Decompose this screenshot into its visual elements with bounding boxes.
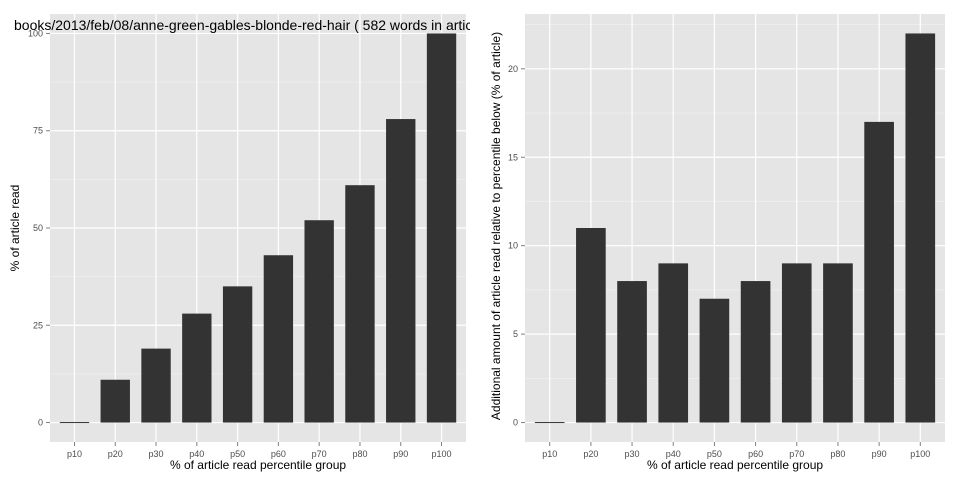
x-axis-ticks: p10 p20 p30 p40 p50 p60 p70 p80 p90 p100 xyxy=(542,442,930,459)
y-axis-title: % of article read xyxy=(8,185,22,272)
bar xyxy=(740,281,771,423)
x-tick-label: p80 xyxy=(830,449,845,459)
y-tick-label: 50 xyxy=(33,223,43,233)
x-tick-label: p10 xyxy=(542,449,557,459)
y-tick-label: 100 xyxy=(28,28,43,38)
y-tick-label: 25 xyxy=(33,320,43,330)
y-axis-ticks: 0 5 10 15 20 xyxy=(508,64,525,428)
x-tick-label: p20 xyxy=(108,449,123,459)
x-tick-label: p20 xyxy=(583,449,598,459)
x-tick-label: p30 xyxy=(149,449,164,459)
bar xyxy=(699,298,730,423)
x-tick-label: p60 xyxy=(748,449,763,459)
x-tick-label: p70 xyxy=(789,449,804,459)
bar xyxy=(304,220,334,423)
y-axis-title: Additional amount of article read relati… xyxy=(489,32,503,420)
y-axis-ticks: 0 25 50 75 100 xyxy=(28,28,50,428)
bar xyxy=(263,255,294,423)
x-tick-label: p50 xyxy=(707,449,722,459)
x-tick-label: p100 xyxy=(910,449,930,459)
x-tick-label: p40 xyxy=(189,449,204,459)
x-axis-title: % of article read percentile group xyxy=(170,458,346,472)
x-tick-label: p40 xyxy=(666,449,681,459)
y-tick-label: 5 xyxy=(513,329,518,339)
bar-series xyxy=(59,33,457,424)
chart-title: books/2013/feb/08/anne-green-gables-blon… xyxy=(14,17,472,33)
bar xyxy=(617,281,647,423)
x-tick-label: p90 xyxy=(872,449,887,459)
chart-panel-additional-read: 0 5 10 15 20 p10 p20 p30 p40 p50 p60 p70 p80 p90 p100… xyxy=(489,14,945,472)
bar xyxy=(386,119,416,423)
y-tick-label: 75 xyxy=(33,126,43,136)
bar xyxy=(426,33,457,423)
y-tick-label: 0 xyxy=(38,418,43,428)
bar xyxy=(141,348,171,423)
x-tick-label: p10 xyxy=(67,449,82,459)
y-tick-label: 20 xyxy=(508,64,518,74)
x-tick-label: p90 xyxy=(393,449,408,459)
bar xyxy=(182,313,212,423)
x-tick-label: p100 xyxy=(432,449,452,459)
x-axis-title: % of article read percentile group xyxy=(647,458,823,472)
bar xyxy=(905,33,936,423)
bar xyxy=(222,286,253,423)
bar xyxy=(534,422,565,424)
bar xyxy=(100,379,130,423)
y-tick-label: 0 xyxy=(513,418,518,428)
x-tick-label: p60 xyxy=(271,449,286,459)
bar xyxy=(345,185,375,423)
x-tick-label: p30 xyxy=(625,449,640,459)
bar xyxy=(781,263,812,423)
x-tick-label: p50 xyxy=(230,449,245,459)
x-tick-label: p80 xyxy=(352,449,367,459)
y-tick-label: 10 xyxy=(508,241,518,251)
bar xyxy=(59,422,90,424)
bar-series xyxy=(534,33,936,424)
bar xyxy=(864,121,894,423)
bar xyxy=(823,263,853,423)
bar xyxy=(658,263,689,423)
x-tick-label: p70 xyxy=(312,449,327,459)
y-tick-label: 15 xyxy=(508,152,518,162)
bar xyxy=(576,228,606,423)
x-axis-ticks: p10 p20 p30 p40 p50 p60 p70 p80 p90 p100 xyxy=(67,442,452,459)
